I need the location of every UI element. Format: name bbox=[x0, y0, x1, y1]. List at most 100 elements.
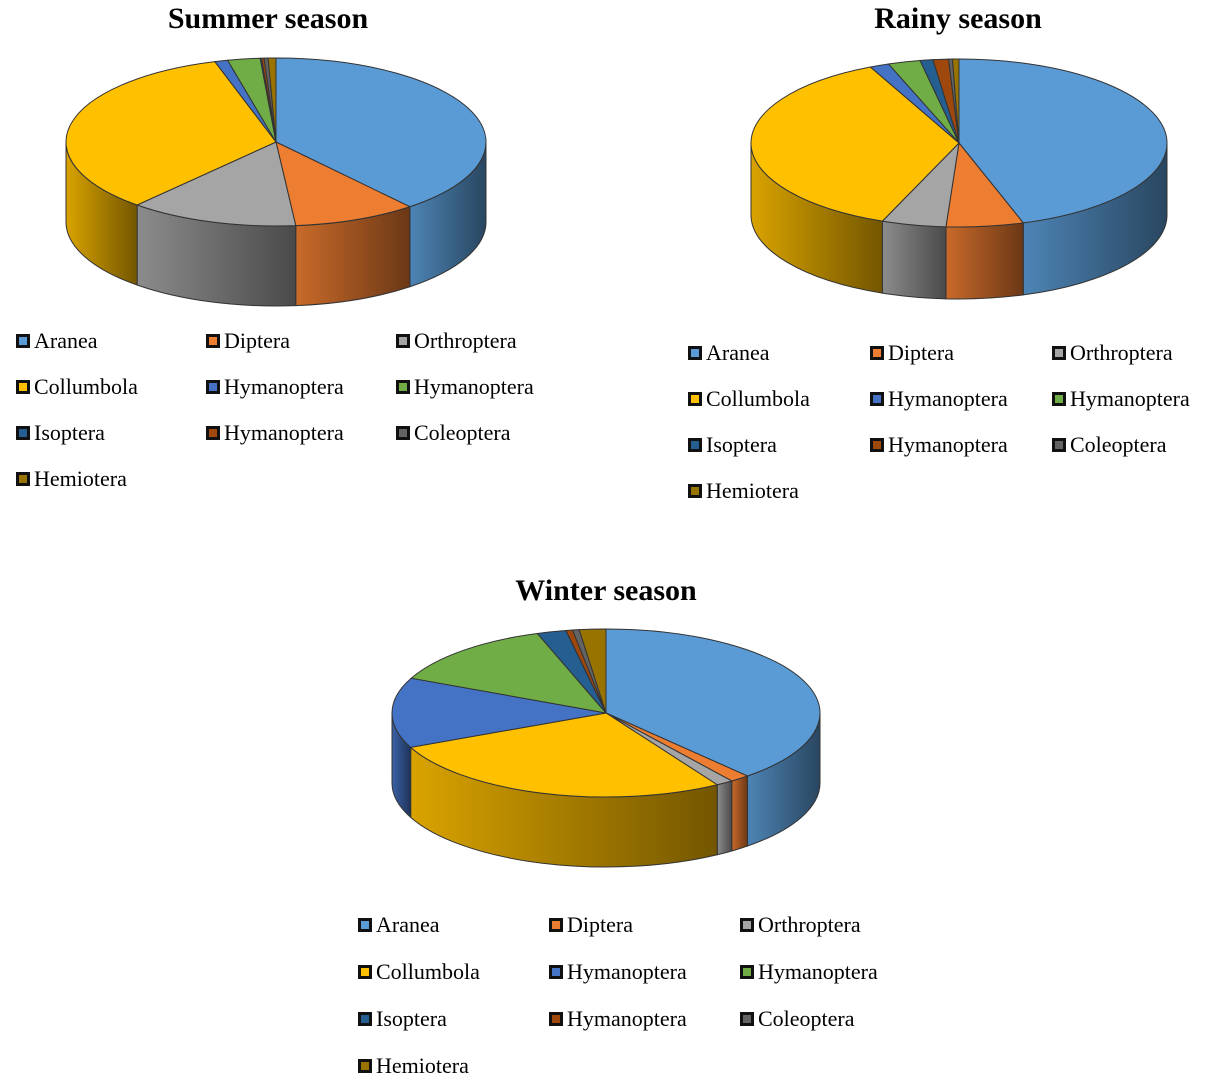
legend-item: Coleoptera bbox=[396, 420, 511, 446]
legend-item: Hymanoptera bbox=[206, 420, 344, 446]
legend-label: Isoptera bbox=[706, 432, 777, 457]
legend-label: Coleoptera bbox=[1070, 432, 1167, 457]
pie-slice-side bbox=[731, 775, 749, 852]
legend-swatch bbox=[16, 334, 30, 348]
pie-side-walls bbox=[750, 142, 1168, 300]
pie-slice-side bbox=[945, 222, 1024, 300]
legend-label: Orthroptera bbox=[758, 912, 861, 937]
legend-label: Collumbola bbox=[706, 386, 810, 411]
pie-slice-hemiotera-9 bbox=[951, 58, 960, 144]
legend-item: Coleoptera bbox=[740, 1006, 855, 1032]
legend-item: Collumbola bbox=[16, 374, 138, 400]
legend-swatch bbox=[740, 965, 754, 979]
pie-slice-aranea-0 bbox=[958, 58, 1168, 224]
legend-swatch bbox=[740, 918, 754, 932]
legend-item: Isoptera bbox=[16, 420, 105, 446]
rainy-chart: Rainy season Aranea Diptera Orthroptera Col… bbox=[614, 0, 1228, 520]
legend-item: Isoptera bbox=[688, 432, 777, 458]
pie-slice-hemiotera-9 bbox=[578, 628, 607, 714]
legend-label: Coleoptera bbox=[758, 1006, 855, 1031]
legend-item: Hemiotera bbox=[688, 478, 799, 504]
pie-slice-collumbola-3 bbox=[65, 61, 277, 206]
pie-slice-collumbola-3 bbox=[750, 66, 960, 222]
legend-swatch bbox=[688, 484, 702, 498]
legend-swatch bbox=[358, 1059, 372, 1073]
legend-swatch bbox=[870, 392, 884, 406]
winter-chart: Winter season Aranea Diptera Orthroptera Co… bbox=[300, 560, 928, 1079]
legend-swatch bbox=[16, 472, 30, 486]
pie-slice-diptera-1 bbox=[275, 141, 412, 227]
legend-label: Isoptera bbox=[34, 420, 105, 445]
legend-label: Orthroptera bbox=[1070, 340, 1173, 365]
legend-swatch bbox=[396, 426, 410, 440]
pie-slice-side bbox=[881, 220, 947, 300]
legend-label: Hymanoptera bbox=[567, 1006, 687, 1031]
legend-label: Hymanoptera bbox=[414, 374, 534, 399]
legend-swatch bbox=[16, 426, 30, 440]
pie-top bbox=[750, 58, 1168, 228]
legend-label: Hymanoptera bbox=[567, 959, 687, 984]
legend-item: Hemiotera bbox=[16, 466, 127, 492]
summer-chart: Summer season Aranea Diptera Orthroptera Co… bbox=[0, 0, 614, 520]
legend-swatch bbox=[396, 334, 410, 348]
legend-item: Hemiotera bbox=[358, 1053, 469, 1079]
legend-swatch bbox=[1052, 346, 1066, 360]
legend-label: Hemiotera bbox=[706, 478, 799, 503]
legend-swatch bbox=[206, 380, 220, 394]
pie-slice-hymanoptera-4 bbox=[391, 677, 607, 748]
legend-item: Diptera bbox=[549, 912, 633, 938]
legend-item: Collumbola bbox=[358, 959, 480, 985]
chart-title: Summer season bbox=[167, 2, 369, 35]
legend-item: Hymanoptera bbox=[740, 959, 878, 985]
legend-label: Hymanoptera bbox=[224, 374, 344, 399]
legend-label: Aranea bbox=[706, 340, 770, 365]
chart-title: Rainy season bbox=[874, 2, 1042, 35]
legend-label: Isoptera bbox=[376, 1006, 447, 1031]
legend-swatch bbox=[549, 1012, 563, 1026]
legend-item: Hymanoptera bbox=[870, 386, 1008, 412]
legend-item: Diptera bbox=[870, 340, 954, 366]
legend-label: Orthroptera bbox=[414, 328, 517, 353]
legend-swatch bbox=[740, 1012, 754, 1026]
legend-label: Hymanoptera bbox=[1070, 386, 1190, 411]
legend-item: Hymanoptera bbox=[1052, 386, 1190, 412]
pie-slice-orthroptera-2 bbox=[135, 141, 297, 227]
legend-item: Coleoptera bbox=[1052, 432, 1167, 458]
legend-item: Hymanoptera bbox=[549, 959, 687, 985]
legend-label: Coleoptera bbox=[414, 420, 511, 445]
pie-chart bbox=[750, 58, 1168, 300]
legend-label: Diptera bbox=[224, 328, 290, 353]
legend-swatch bbox=[358, 1012, 372, 1026]
legend-label: Hymanoptera bbox=[888, 386, 1008, 411]
legend-swatch bbox=[1052, 392, 1066, 406]
legend-swatch bbox=[549, 965, 563, 979]
legend-swatch bbox=[206, 426, 220, 440]
legend-item: Hymanoptera bbox=[396, 374, 534, 400]
legend-label: Hemiotera bbox=[376, 1053, 469, 1078]
legend-swatch bbox=[358, 918, 372, 932]
legend-label: Collumbola bbox=[376, 959, 480, 984]
legend-item: Aranea bbox=[358, 912, 440, 938]
pie-top bbox=[65, 57, 487, 227]
pie-slice-side bbox=[716, 780, 733, 856]
legend-swatch bbox=[206, 334, 220, 348]
legend-item: Orthroptera bbox=[396, 328, 517, 354]
legend-swatch bbox=[688, 438, 702, 452]
legend-label: Collumbola bbox=[34, 374, 138, 399]
legend-item: Diptera bbox=[206, 328, 290, 354]
legend-label: Hymanoptera bbox=[888, 432, 1008, 457]
legend-item: Orthroptera bbox=[740, 912, 861, 938]
legend-label: Hemiotera bbox=[34, 466, 127, 491]
chart-title: Winter season bbox=[515, 574, 697, 607]
legend-label: Diptera bbox=[888, 340, 954, 365]
legend-label: Hymanoptera bbox=[224, 420, 344, 445]
legend-swatch bbox=[870, 346, 884, 360]
legend-item: Aranea bbox=[688, 340, 770, 366]
pie-slice-hymanoptera-5 bbox=[410, 632, 608, 714]
legend-item: Hymanoptera bbox=[870, 432, 1008, 458]
pie-slice-aranea-0 bbox=[605, 628, 821, 777]
legend-swatch bbox=[870, 438, 884, 452]
legend-swatch bbox=[396, 380, 410, 394]
legend-label: Aranea bbox=[376, 912, 440, 937]
legend-item: Orthroptera bbox=[1052, 340, 1173, 366]
